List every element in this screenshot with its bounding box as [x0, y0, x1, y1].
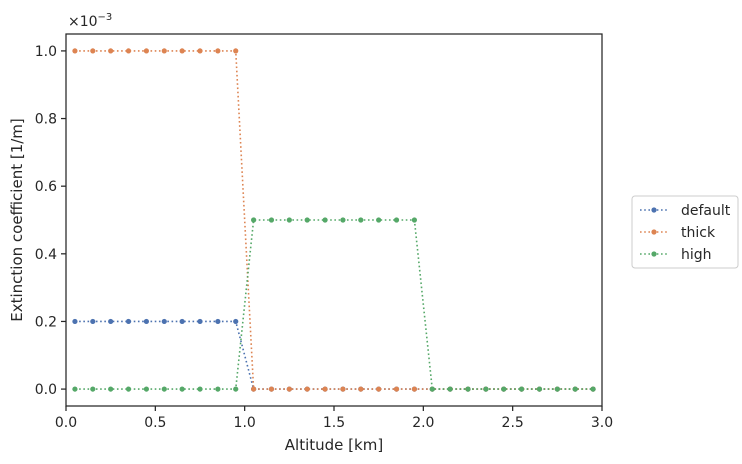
plot-frame — [65, 33, 603, 407]
legend-item-thick: thick — [640, 225, 716, 241]
y-tick-label: 0.2 — [35, 314, 57, 330]
legend-label: thick — [681, 225, 716, 241]
series-line-thick — [74, 50, 594, 390]
x-tick-label: 1.0 — [234, 415, 256, 431]
data-point-high — [161, 386, 167, 392]
data-point-high — [125, 386, 132, 392]
legend-label: high — [681, 247, 712, 263]
data-point-high — [519, 386, 525, 392]
data-point-thick — [125, 48, 132, 54]
series-line-high — [74, 219, 594, 390]
data-point-high — [108, 386, 114, 392]
data-point-high — [411, 217, 417, 223]
data-point-high — [358, 217, 364, 223]
x-axis-label: Altitude [km] — [285, 436, 383, 454]
data-point-thick — [143, 48, 149, 54]
legend-frame — [631, 195, 739, 269]
data-point-high — [554, 386, 560, 392]
data-point-default — [197, 318, 203, 325]
data-point-high — [572, 386, 578, 392]
data-point-high — [340, 217, 346, 223]
data-point-high — [179, 386, 185, 392]
data-point-high — [483, 386, 489, 392]
y-axis-offset-label: ×10−3 — [68, 12, 112, 30]
data-point-high — [429, 386, 435, 392]
data-point-thick — [322, 386, 328, 392]
series-default — [72, 318, 596, 392]
data-point-high — [536, 386, 543, 392]
data-point-high — [251, 217, 257, 223]
legend-marker — [651, 251, 657, 257]
data-point-thick — [376, 386, 382, 392]
data-point-high — [501, 386, 507, 392]
data-point-default — [72, 318, 78, 325]
data-point-high — [447, 386, 453, 392]
series-layer — [72, 48, 596, 392]
data-point-high — [233, 386, 239, 392]
data-point-high — [197, 386, 203, 392]
x-tick-label: 1.5 — [323, 415, 345, 431]
legend-item-default: default — [640, 203, 731, 219]
data-point-high — [72, 386, 78, 392]
data-point-thick — [233, 48, 239, 54]
data-point-high — [286, 217, 292, 223]
x-tick-label: 2.0 — [412, 415, 434, 431]
y-tick-label: 0.6 — [35, 179, 57, 195]
data-point-thick — [108, 48, 114, 54]
data-point-default — [108, 318, 114, 325]
data-point-default — [233, 318, 239, 325]
data-point-high — [465, 386, 471, 392]
data-point-high — [215, 386, 221, 392]
data-point-thick — [197, 48, 203, 54]
y-axis-label: Extinction coefficient [1/m] — [8, 118, 26, 322]
data-point-high — [90, 386, 96, 392]
y-tick-label: 0.0 — [35, 382, 57, 398]
y-tick-label: 1.0 — [35, 44, 57, 60]
data-point-default — [90, 318, 96, 325]
data-point-thick — [179, 48, 185, 54]
legend-marker — [651, 229, 657, 235]
y-tick-label: 0.8 — [35, 112, 57, 128]
legend-marker — [651, 207, 657, 213]
x-tick-label: 3.0 — [591, 415, 613, 431]
data-point-high — [143, 386, 149, 392]
series-high — [72, 217, 596, 392]
data-point-thick — [161, 48, 167, 54]
data-point-default — [161, 318, 167, 325]
data-point-thick — [411, 386, 417, 392]
legend-label: default — [681, 203, 731, 219]
y-tick-label: 0.4 — [35, 247, 57, 263]
data-point-thick — [72, 48, 78, 54]
data-point-high — [376, 217, 382, 223]
data-point-high — [268, 217, 275, 223]
data-point-thick — [358, 386, 364, 392]
x-tick-label: 2.5 — [502, 415, 524, 431]
x-tick-label: 0.5 — [144, 415, 166, 431]
y-axis-ticks: 0.0 0.2 0.4 0.6 0.8 1.0 — [35, 44, 66, 398]
legend-item-high: high — [640, 247, 712, 263]
data-point-thick — [304, 386, 310, 392]
data-point-thick — [268, 386, 275, 392]
data-point-high — [322, 217, 328, 223]
data-point-default — [125, 318, 132, 325]
data-point-thick — [251, 386, 257, 392]
series-thick — [72, 48, 596, 392]
data-point-default — [215, 318, 221, 325]
data-point-thick — [286, 386, 292, 392]
data-point-high — [590, 386, 596, 392]
series-line-default — [74, 320, 594, 390]
data-point-high — [393, 217, 400, 223]
data-point-thick — [340, 386, 346, 392]
data-point-thick — [90, 48, 96, 54]
data-point-default — [179, 318, 185, 325]
data-point-thick — [393, 386, 400, 392]
x-tick-label: 0.0 — [55, 415, 77, 431]
data-point-default — [143, 318, 149, 325]
legend: default thick high — [631, 195, 739, 269]
data-point-thick — [215, 48, 221, 54]
x-axis-ticks: 0.0 0.5 1.0 1.5 2.0 2.5 3.0 — [55, 406, 613, 431]
data-point-high — [304, 217, 310, 223]
